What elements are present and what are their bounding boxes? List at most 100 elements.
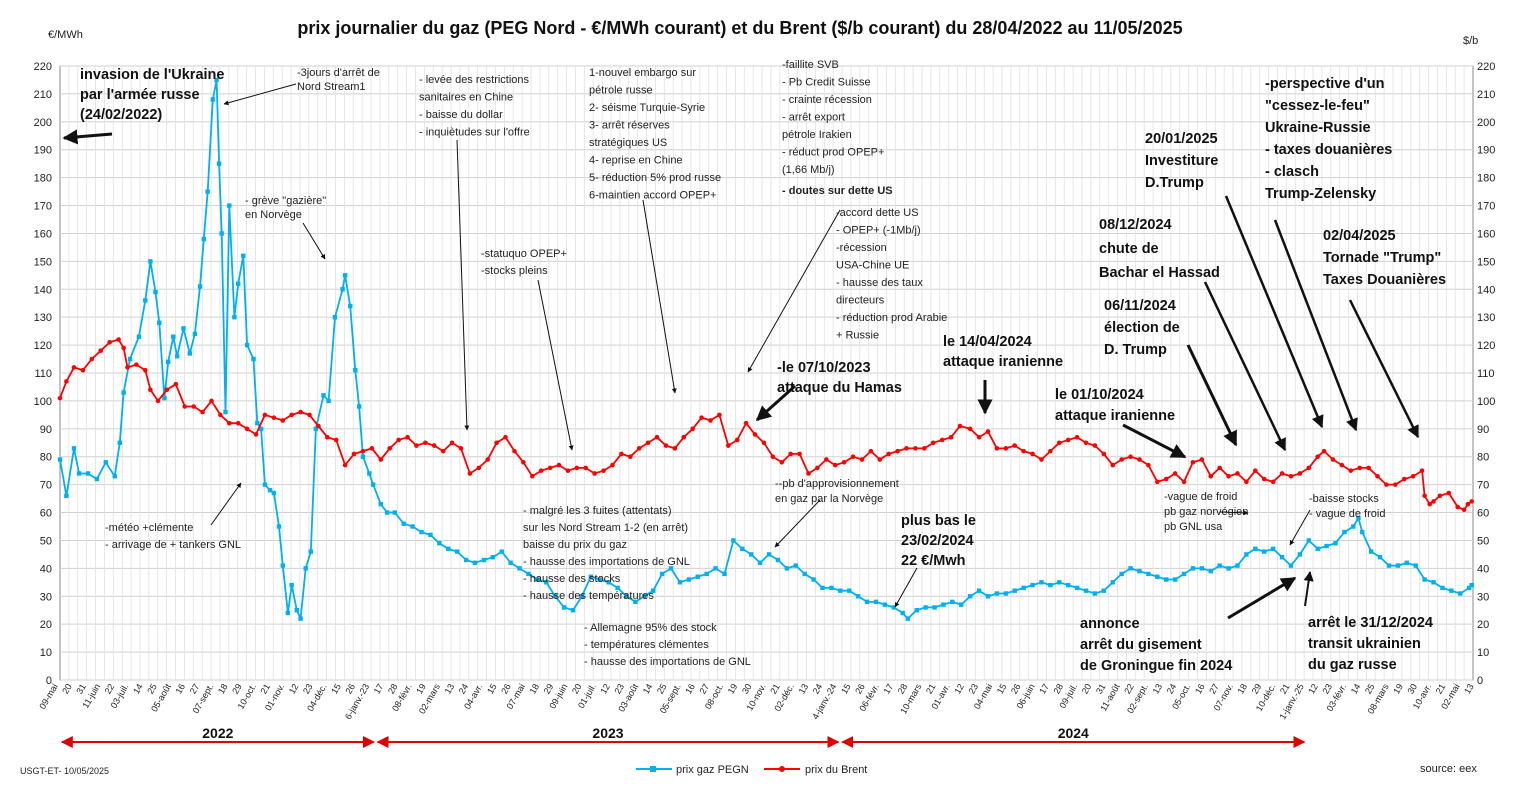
gas-point [192, 331, 198, 337]
brent-point [1235, 471, 1240, 476]
annotation-arrows [62, 83, 1420, 620]
brent-point [467, 471, 473, 476]
gas-point [271, 490, 277, 496]
brent-point [1030, 451, 1035, 457]
x-tick-label: 22 [1122, 682, 1136, 696]
x-tick-label: 23 [301, 682, 315, 696]
gas-point [1395, 563, 1401, 568]
x-tick-label: 14 [131, 682, 145, 696]
brent-point [121, 345, 126, 351]
gas-point [232, 314, 237, 320]
brent-point [1128, 454, 1133, 460]
brent-point [378, 457, 384, 462]
y-tick-label-right: 160 [1477, 228, 1495, 240]
brent-point [770, 454, 776, 460]
annotation-fuites: - hausse des importations de GNL [523, 556, 690, 568]
annotation-groningue: de Groningue fin 2024 [1080, 658, 1232, 674]
gas-point [1039, 580, 1044, 585]
gas-point [900, 610, 905, 616]
brent-point [1431, 499, 1436, 504]
x-tick-label: 18 [528, 682, 542, 696]
x-tick-label: 29 [1250, 682, 1264, 696]
brent-point [556, 462, 562, 468]
y-tick-label-left: 90 [40, 424, 52, 436]
gas-point [298, 616, 303, 621]
brent-point [994, 446, 1000, 451]
brent-point [98, 348, 104, 353]
gas-point [1262, 549, 1267, 554]
annotation-dette: directeurs [836, 295, 885, 307]
annotation-china: - inquiètudes sur l'offre [419, 127, 530, 139]
brent-point [592, 471, 597, 476]
x-tick-label: 31 [1094, 682, 1108, 696]
brent-point [824, 457, 829, 462]
brent-point [1422, 493, 1427, 499]
gas-point [668, 566, 674, 571]
brent-point [503, 434, 508, 440]
gas-point [171, 334, 176, 339]
brent-point [529, 473, 535, 479]
gas-point [749, 552, 754, 557]
gas-point [941, 602, 946, 607]
x-tick-label: 12 [598, 682, 612, 696]
gas-point [1074, 585, 1080, 591]
brent-point [850, 454, 856, 460]
annotation-arrow [302, 222, 326, 260]
gas-point [1030, 582, 1035, 588]
gas-point [348, 303, 353, 309]
annotation-meteo: - arrivage de + tankers GNL [105, 539, 241, 551]
brent-point [1330, 457, 1336, 462]
gas-point [255, 421, 260, 426]
annotation-froid-1: pb GNL usa [1164, 521, 1223, 533]
gas-point [820, 585, 825, 591]
x-tick-label: 18 [216, 682, 230, 696]
gas-point [1003, 591, 1009, 596]
brent-point [734, 437, 740, 443]
brent-point [253, 432, 259, 437]
gas-point [517, 566, 522, 571]
gas-point [731, 538, 736, 543]
gas-point [784, 566, 790, 571]
gas-point [148, 259, 153, 264]
y-tick-label-left: 100 [34, 396, 52, 408]
gas-point [1128, 566, 1133, 571]
annotation-dette: -accord dette US [836, 207, 919, 219]
x-tick-label: 23 [1320, 682, 1334, 696]
x-tick-label: 29 [230, 682, 244, 696]
brent-point [1465, 501, 1471, 507]
annotation-transit: transit ukrainien [1308, 636, 1421, 652]
gas-point [401, 521, 406, 526]
brent-point [565, 468, 571, 473]
annotation-arrow [747, 209, 841, 373]
brent-point [1074, 434, 1080, 440]
gas-point [1333, 541, 1338, 546]
gas-point [1431, 580, 1436, 585]
annotation-arrow [755, 384, 797, 422]
x-tick-label: 16 [683, 682, 697, 696]
brent-point [369, 446, 375, 451]
brent-point [690, 426, 695, 432]
brent-point [761, 440, 767, 446]
gas-point [370, 482, 376, 487]
brent-point [922, 446, 927, 451]
annotation-embargo: 6-maintien accord OPEP+ [589, 190, 716, 202]
annotation-arrow [537, 279, 574, 451]
brent-point [913, 446, 918, 451]
gas-point [686, 577, 692, 582]
brent-point [458, 446, 464, 451]
annotation-cessez-le-feu: -perspective d'un [1265, 76, 1384, 92]
brent-point [1048, 448, 1053, 454]
brent-point [1056, 440, 1062, 446]
brent-point [1146, 462, 1151, 468]
brent-point [601, 468, 606, 473]
y-tick-label-left: 30 [40, 591, 52, 603]
gas-point [793, 563, 798, 568]
x-tick-label: 22 [103, 682, 117, 696]
annotation-election: 06/11/2024 [1104, 298, 1176, 314]
y-tick-label-right: 30 [1477, 591, 1489, 603]
annotation-svb: - Pb Credit Suisse [782, 77, 871, 89]
brent-point [1092, 443, 1098, 448]
annotation-embargo: 5- réduction 5% prod russe [589, 172, 721, 184]
y-tick-label-right: 0 [1477, 675, 1483, 687]
